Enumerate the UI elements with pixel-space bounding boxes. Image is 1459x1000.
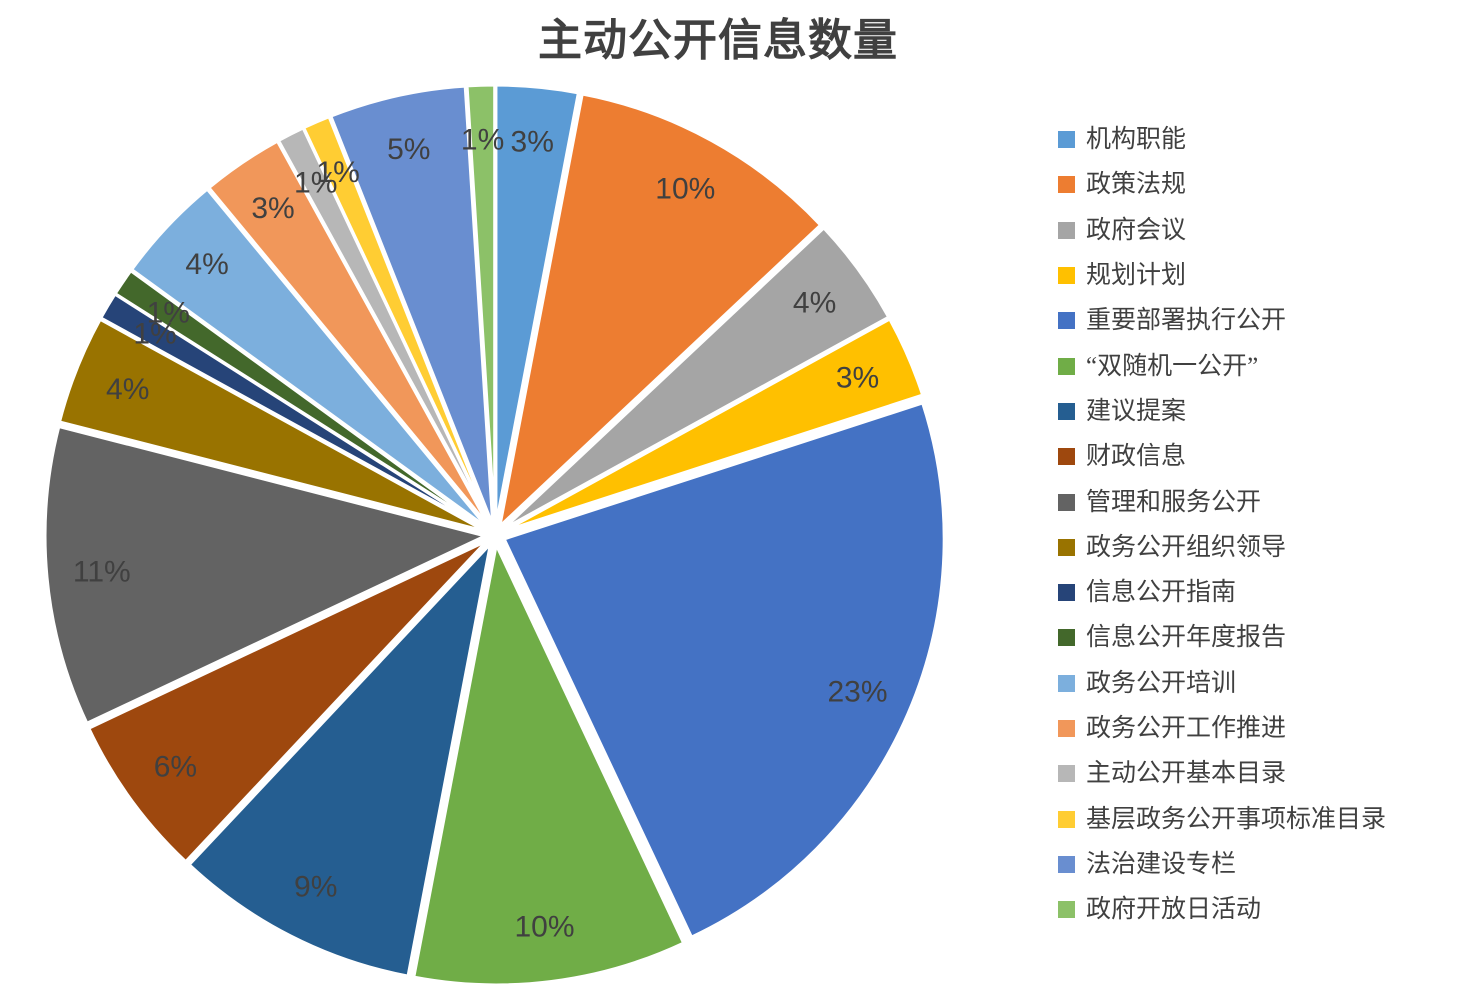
legend-swatch-icon bbox=[1058, 448, 1075, 466]
legend-swatch-icon bbox=[1058, 267, 1075, 285]
legend-item-14: 政务公开工作推进 bbox=[1058, 706, 1458, 751]
legend-item-5: 重要部署执行公开 bbox=[1058, 298, 1458, 343]
legend-label: 财政信息 bbox=[1086, 443, 1187, 471]
slice-label-12: 1% bbox=[147, 297, 190, 330]
legend-item-13: 政务公开培训 bbox=[1058, 661, 1458, 706]
legend-label: 主动公开基本目录 bbox=[1086, 760, 1287, 788]
pie-slice-5 bbox=[502, 401, 946, 939]
legend-swatch-icon bbox=[1058, 312, 1075, 330]
legend-swatch-icon bbox=[1058, 493, 1075, 511]
slice-label-3: 4% bbox=[793, 286, 836, 319]
legend-swatch-icon bbox=[1058, 674, 1075, 692]
legend-label: 政府会议 bbox=[1086, 216, 1187, 244]
legend-item-10: 政务公开组织领导 bbox=[1058, 525, 1458, 570]
slice-label-10: 4% bbox=[106, 373, 149, 406]
pie-slice-10 bbox=[58, 317, 488, 533]
slice-label-1: 3% bbox=[511, 125, 554, 158]
legend-swatch-icon bbox=[1058, 720, 1075, 737]
legend-label: 政务公开工作推进 bbox=[1086, 715, 1287, 742]
legend-label: 管理和服务公开 bbox=[1086, 488, 1262, 516]
slice-label-18: 1% bbox=[461, 124, 504, 157]
slice-label-9: 11% bbox=[73, 556, 131, 589]
legend-swatch-icon bbox=[1058, 765, 1075, 783]
legend-swatch-icon bbox=[1058, 176, 1075, 194]
legend-item-7: 建议提案 bbox=[1058, 389, 1458, 434]
slice-label-5: 23% bbox=[827, 675, 887, 708]
legend-item-11: 信息公开指南 bbox=[1058, 570, 1458, 615]
legend-swatch-icon bbox=[1058, 131, 1075, 149]
chart-title: 主动公开信息数量 bbox=[538, 16, 898, 65]
legend-label: 规划计划 bbox=[1086, 262, 1187, 290]
legend-swatch-icon bbox=[1058, 357, 1075, 375]
legend-swatch-icon bbox=[1058, 221, 1075, 239]
pie-slice-2 bbox=[498, 92, 823, 528]
pie-slice-9 bbox=[43, 425, 487, 725]
pie-slice-12 bbox=[113, 269, 489, 531]
legend-item-4: 规划计划 bbox=[1058, 253, 1458, 298]
legend-swatch-icon bbox=[1058, 584, 1075, 602]
legend-swatch-icon bbox=[1058, 629, 1075, 647]
slice-label-14: 3% bbox=[251, 192, 294, 225]
legend-item-9: 管理和服务公开 bbox=[1058, 479, 1458, 524]
pie-slice-8 bbox=[87, 539, 489, 864]
legend-label: 政府开放日活动 bbox=[1086, 896, 1262, 924]
pie-slice-18 bbox=[465, 83, 497, 527]
legend-item-12: 信息公开年度报告 bbox=[1058, 615, 1458, 660]
slice-label-13: 4% bbox=[185, 248, 228, 281]
pie-slice-13 bbox=[130, 187, 490, 530]
legend-item-17: 法治建设专栏 bbox=[1058, 842, 1458, 887]
slice-label-16: 1% bbox=[316, 156, 359, 189]
legend-label: 重要部署执行公开 bbox=[1086, 307, 1287, 335]
slice-label-2: 10% bbox=[655, 172, 715, 205]
slice-label-8: 6% bbox=[154, 751, 197, 784]
legend-label: 政务公开培训 bbox=[1086, 669, 1237, 697]
legend-label: 政务公开组织领导 bbox=[1086, 533, 1287, 561]
legend-swatch-icon bbox=[1058, 855, 1075, 873]
pie-slice-6 bbox=[412, 543, 686, 987]
legend-item-6: “双随机一公开” bbox=[1058, 343, 1458, 388]
legend-label: 基层政务公开事项标准目录 bbox=[1086, 805, 1387, 833]
legend-item-3: 政府会议 bbox=[1058, 208, 1458, 253]
legend-item-15: 主动公开基本目录 bbox=[1058, 751, 1458, 796]
pie-slice-7 bbox=[187, 542, 492, 978]
legend-label: 法治建设专栏 bbox=[1086, 850, 1237, 878]
slice-label-6: 10% bbox=[514, 910, 574, 943]
legend-item-16: 基层政务公开事项标准目录 bbox=[1058, 796, 1458, 841]
legend-swatch-icon bbox=[1058, 901, 1075, 919]
legend-label: 信息公开指南 bbox=[1086, 579, 1237, 607]
legend-item-18: 政府开放日活动 bbox=[1058, 887, 1458, 932]
legend-item-2: 政策法规 bbox=[1058, 162, 1458, 207]
legend-swatch-icon bbox=[1058, 810, 1075, 828]
slice-label-4: 3% bbox=[836, 362, 879, 395]
legend-label: 信息公开年度报告 bbox=[1086, 624, 1287, 652]
legend-swatch-icon bbox=[1058, 402, 1075, 420]
legend-label: 机构职能 bbox=[1086, 126, 1187, 154]
pie-slice-3 bbox=[501, 226, 891, 531]
pie-slice-16 bbox=[302, 115, 493, 528]
slice-label-17: 5% bbox=[387, 133, 430, 166]
slice-label-11: 1% bbox=[133, 317, 176, 350]
slice-label-15: 1% bbox=[294, 167, 337, 200]
pie-slice-17 bbox=[329, 84, 495, 527]
legend-label: 政策法规 bbox=[1086, 171, 1187, 199]
legend-item-8: 财政信息 bbox=[1058, 434, 1458, 479]
legend-swatch-icon bbox=[1058, 538, 1075, 556]
slice-label-7: 9% bbox=[294, 870, 337, 903]
legend-label: 建议提案 bbox=[1086, 397, 1187, 425]
pie-slice-4 bbox=[502, 317, 925, 533]
legend-label: “双随机一公开” bbox=[1086, 352, 1259, 380]
legend-item-1: 机构职能 bbox=[1058, 117, 1458, 162]
legend: 机构职能政策法规政府会议规划计划重要部署执行公开 “双随机一公开” 建议提案财政信息… bbox=[1058, 117, 1458, 932]
